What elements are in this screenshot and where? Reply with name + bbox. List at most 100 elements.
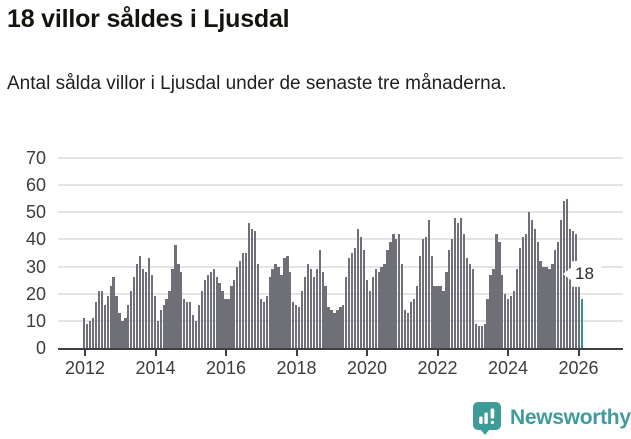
bar [412,299,416,348]
bar [454,217,457,348]
bar [356,228,360,348]
bar [515,269,519,348]
bar [206,274,209,348]
bar [174,244,177,348]
bar [180,271,183,348]
x-tick-label: 2014 [135,358,176,378]
bar [133,277,136,348]
bar [283,258,286,348]
bar [83,318,86,348]
bar [286,255,289,348]
bar [436,285,439,348]
bar [389,242,392,348]
bar [350,252,354,348]
bar [477,326,480,348]
bar [536,242,539,348]
bar [141,269,145,348]
annotation-pointer-icon [563,267,572,281]
bar [418,255,422,348]
bar [471,269,475,348]
x-tick-label: 2016 [205,358,247,378]
bar [147,258,151,348]
bar [156,320,159,348]
bar [118,312,121,348]
bar [91,318,95,348]
bar [295,304,298,348]
y-tick-label: 40 [25,229,46,250]
y-tick-label: 60 [25,175,46,196]
bar [451,239,454,348]
bar [183,299,186,348]
x-tick-mark [507,350,509,356]
bar [194,320,198,348]
bar [345,277,348,348]
bar [545,266,548,348]
bar [277,266,280,348]
bar [300,290,304,348]
bar [568,228,572,348]
x-tick-mark [154,350,157,356]
bar [489,274,492,348]
bar [533,228,536,348]
bar [459,217,463,348]
bar [112,277,115,348]
bar [518,247,522,348]
bar [480,326,483,348]
y-tick-label: 0 [35,338,46,358]
bar [244,252,248,348]
x-tick-mark [436,350,439,356]
bar [124,318,127,348]
bar [465,258,469,348]
bar [377,271,380,348]
bar [318,250,321,348]
bar [289,271,292,348]
bar [498,242,501,348]
annotation-text: 18 [575,264,594,283]
bar [530,220,533,348]
bar [165,299,168,348]
bar [259,299,262,348]
bar [542,266,545,348]
bar [371,277,374,348]
bar [262,301,265,348]
bar [362,250,366,348]
bar [256,263,260,348]
bar [504,293,507,348]
bar [554,250,557,348]
bar [330,309,333,348]
bar [121,320,124,348]
x-tick-label: 2022 [417,358,458,378]
bar [368,290,371,348]
bar [560,220,563,348]
x-tick-label: 2024 [487,358,529,378]
bar [336,309,339,348]
bar [200,290,204,348]
bar [162,304,165,348]
x-tick-label: 2026 [558,358,599,378]
bar [227,299,230,348]
bar [115,296,118,348]
bar [510,296,513,348]
x-tick-mark [225,350,227,356]
bar [242,252,245,348]
bar [144,271,148,348]
bar [524,233,528,348]
bar [430,255,433,348]
bar [365,280,369,348]
bar [468,263,472,348]
bar [271,269,274,348]
bar [303,277,307,348]
x-tick-label: 2020 [346,358,388,378]
bar [85,323,89,348]
bar [539,261,542,348]
y-tick-label: 30 [25,256,46,277]
bar [312,277,315,348]
bar [507,299,510,348]
bar [191,315,195,348]
bar [138,255,142,348]
bar [342,304,345,348]
bar [197,304,201,348]
bar [189,301,192,348]
gridline [58,211,623,214]
